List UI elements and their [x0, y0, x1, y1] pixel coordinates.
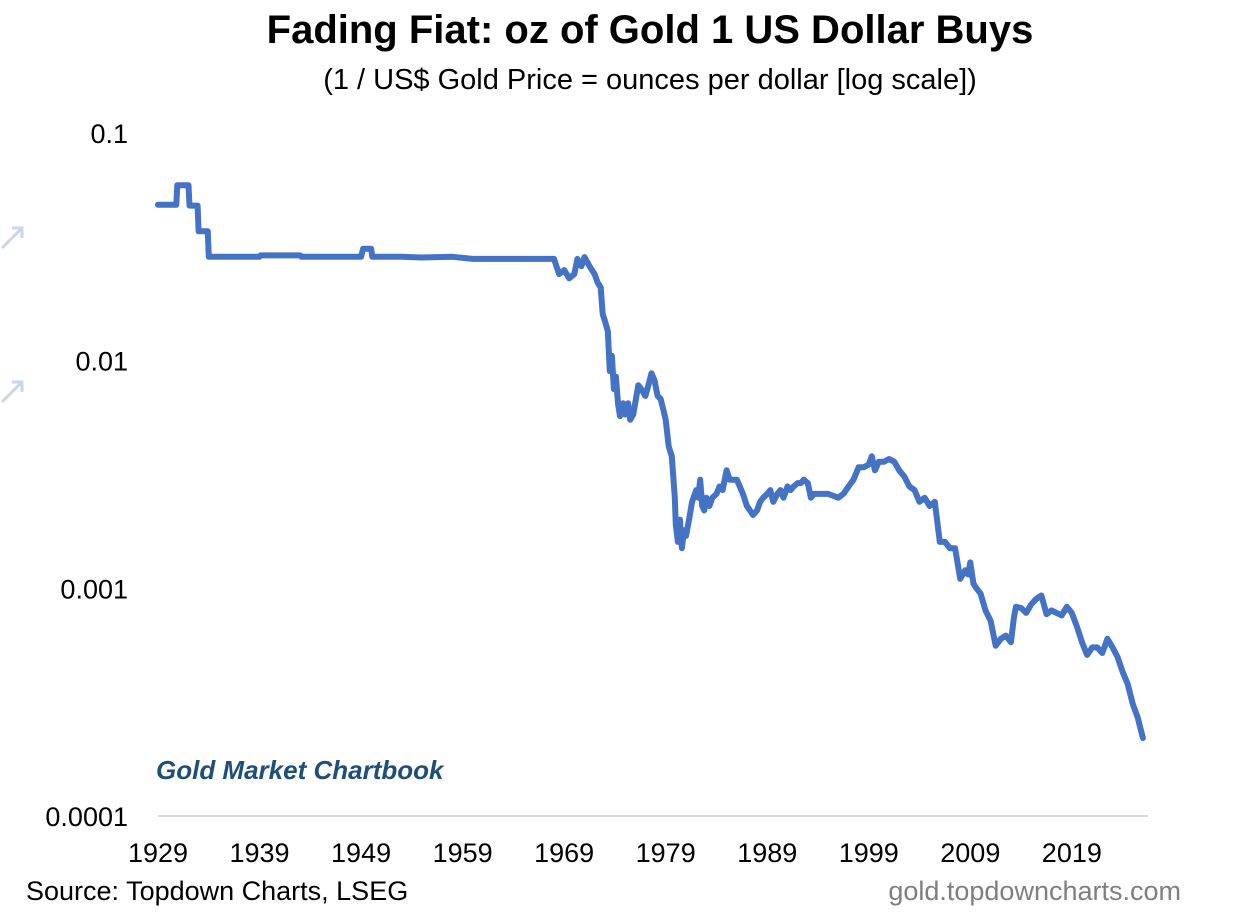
y-tick-label: 0.01: [75, 347, 128, 377]
brand-label: Gold Market Chartbook: [156, 755, 444, 785]
y-tick-label: 0.001: [60, 574, 128, 604]
x-tick-label: 1949: [331, 838, 391, 868]
arrow-decoration-icon: [0, 380, 24, 404]
x-axis: 1929 1939 1949 1959 1969 1979 1989 1999 2009 2019: [128, 838, 1102, 868]
arrow-decoration-icon: [0, 226, 24, 250]
x-tick-label: 2019: [1042, 838, 1102, 868]
x-tick-label: 1959: [433, 838, 493, 868]
chart-subtitle: (1 / US$ Gold Price = ounces per dollar …: [323, 64, 977, 96]
x-tick-label: 1979: [636, 838, 696, 868]
x-tick-label: 1939: [229, 838, 289, 868]
chart-title: Fading Fiat: oz of Gold 1 US Dollar Buys: [266, 8, 1034, 52]
y-tick-label: 0.0001: [45, 802, 128, 832]
website-label: gold.topdowncharts.com: [888, 876, 1181, 906]
y-tick-label: 0.1: [90, 119, 128, 149]
series-line: [155, 182, 1146, 741]
x-tick-label: 1989: [737, 838, 797, 868]
x-tick-label: 1999: [839, 838, 899, 868]
x-tick-label: 1969: [534, 838, 594, 868]
x-tick-label: 1929: [128, 838, 188, 868]
y-axis: 0.1 0.01 0.001 0.0001: [45, 119, 128, 832]
x-tick-label: 2009: [940, 838, 1000, 868]
source-note: Source: Topdown Charts, LSEG: [26, 876, 409, 906]
